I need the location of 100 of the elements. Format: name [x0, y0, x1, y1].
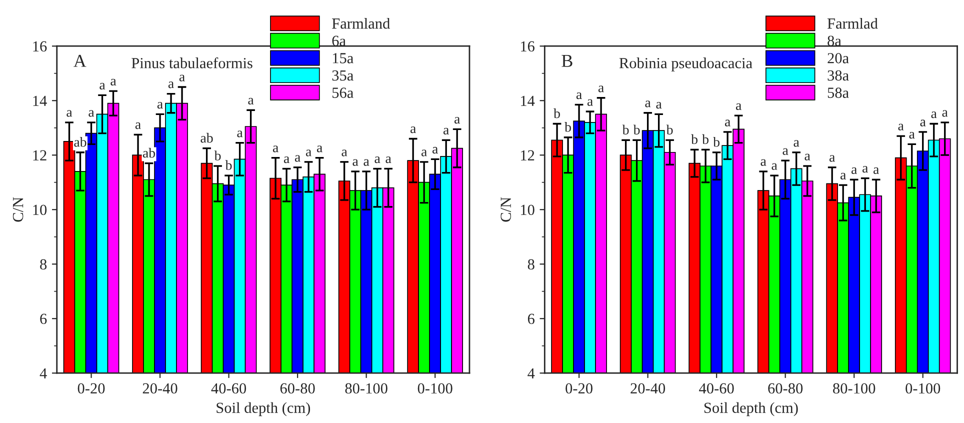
text: Pinus tabulaeformis: [132, 57, 252, 68]
data-label: a: [135, 122, 141, 130]
y-tick-label: 12: [33, 150, 46, 160]
legend-label: Farmlad: [827, 18, 878, 29]
data-label: b: [666, 124, 673, 135]
x-tick-label: 60-80: [768, 383, 803, 394]
legend-label: 58a: [828, 88, 849, 98]
legend-label: 56a: [332, 88, 354, 98]
data-label: a: [920, 120, 926, 126]
data-label: a: [804, 154, 810, 160]
data-label: a: [862, 166, 868, 173]
y-tick-label: 6: [40, 314, 47, 324]
legend-label: 15a: [332, 53, 354, 64]
data-label: a: [874, 167, 879, 174]
data-label: a: [88, 110, 94, 117]
x-tick-label: 40-60: [211, 383, 246, 394]
y-tick-label: 8: [40, 259, 47, 270]
data-label: b: [702, 134, 709, 144]
x-tick-label: 20-40: [630, 383, 666, 394]
data-label: a: [342, 150, 348, 156]
data-label: a: [248, 98, 254, 105]
legend-label: 35a: [332, 70, 354, 81]
y-axis-title: C/N: [500, 197, 511, 222]
data-label: a: [443, 128, 449, 135]
x-tick-label: 0-100: [418, 383, 452, 394]
data-label: a: [294, 155, 300, 162]
data-label: a: [656, 102, 662, 109]
data-label: a: [364, 159, 370, 166]
data-label: a: [898, 124, 904, 130]
data-label: b: [713, 137, 720, 147]
data-label: a: [724, 120, 730, 126]
data-label: a: [772, 163, 778, 170]
data-label: b: [622, 124, 629, 135]
data-label: a: [782, 148, 788, 155]
data-label: a: [909, 132, 915, 139]
x-tick-label: 20-40: [142, 383, 178, 394]
y-tick-label: 14: [521, 96, 535, 106]
x-tick-label: 0-100: [906, 383, 940, 394]
x-tick-label: 0-20: [566, 383, 592, 394]
x-tick-label: 80-100: [833, 383, 876, 394]
x-tick-label: 0-20: [78, 383, 105, 394]
y-tick-label: 16: [33, 41, 47, 52]
data-label: a: [830, 155, 835, 162]
y-tick-label: 16: [521, 41, 534, 52]
data-label: a: [100, 82, 106, 90]
y-tick-label: 14: [33, 96, 47, 106]
data-label: a: [157, 102, 163, 109]
x-axis-title: Soil depth (cm): [216, 402, 310, 416]
data-label: a: [110, 78, 116, 86]
text: Robinia pseudoacacia: [619, 58, 752, 72]
data-label: a: [272, 146, 278, 152]
data-label: a: [421, 150, 427, 156]
data-label: a: [66, 110, 72, 117]
data-label: a: [237, 130, 243, 138]
data-label: ab: [74, 137, 86, 147]
data-label: a: [454, 116, 460, 124]
data-label: a: [306, 150, 312, 156]
data-label: a: [316, 146, 322, 152]
data-label: a: [598, 86, 604, 92]
data-label: a: [794, 140, 800, 147]
data-label: a: [352, 159, 358, 166]
data-label: b: [225, 160, 232, 170]
x-tick-label: 80-100: [345, 383, 388, 394]
y-tick-label: 10: [521, 204, 534, 216]
data-label: a: [432, 146, 438, 154]
y-axis-title: C/N: [12, 197, 24, 222]
data-label: a: [576, 92, 582, 100]
chart-title: A: [74, 54, 86, 67]
data-label: a: [931, 112, 937, 118]
data-label: ab: [200, 132, 213, 143]
x-tick-label: 60-80: [280, 383, 315, 394]
data-label: a: [410, 126, 416, 134]
data-label: a: [284, 156, 290, 164]
data-label: a: [736, 103, 742, 110]
data-label: a: [840, 172, 846, 180]
data-label: a: [760, 159, 766, 166]
y-tick-label: 6: [528, 314, 534, 324]
y-tick-label: 8: [528, 259, 534, 270]
data-label: b: [214, 150, 221, 160]
data-label: a: [587, 99, 593, 106]
data-label: b: [564, 122, 571, 132]
y-tick-label: 4: [40, 368, 47, 378]
data-label: a: [168, 82, 174, 88]
data-label: a: [374, 156, 380, 164]
data-label: b: [633, 124, 640, 135]
y-tick-label: 12: [521, 150, 534, 160]
y-tick-label: 10: [33, 204, 47, 216]
data-label: b: [691, 134, 698, 144]
legend-label: Farmland: [332, 18, 390, 29]
legend-label: 20a: [828, 53, 849, 64]
x-axis-title: Soil depth (cm): [704, 402, 798, 416]
legend-label: 38a: [828, 70, 849, 81]
data-label: a: [942, 110, 948, 117]
chart-title: B: [562, 54, 572, 67]
data-label: a: [179, 74, 185, 82]
data-label: b: [554, 108, 560, 118]
data-label: a: [852, 167, 857, 174]
data-label: ab: [142, 148, 156, 158]
data-label: a: [645, 100, 651, 108]
x-tick-label: 40-60: [699, 383, 734, 394]
